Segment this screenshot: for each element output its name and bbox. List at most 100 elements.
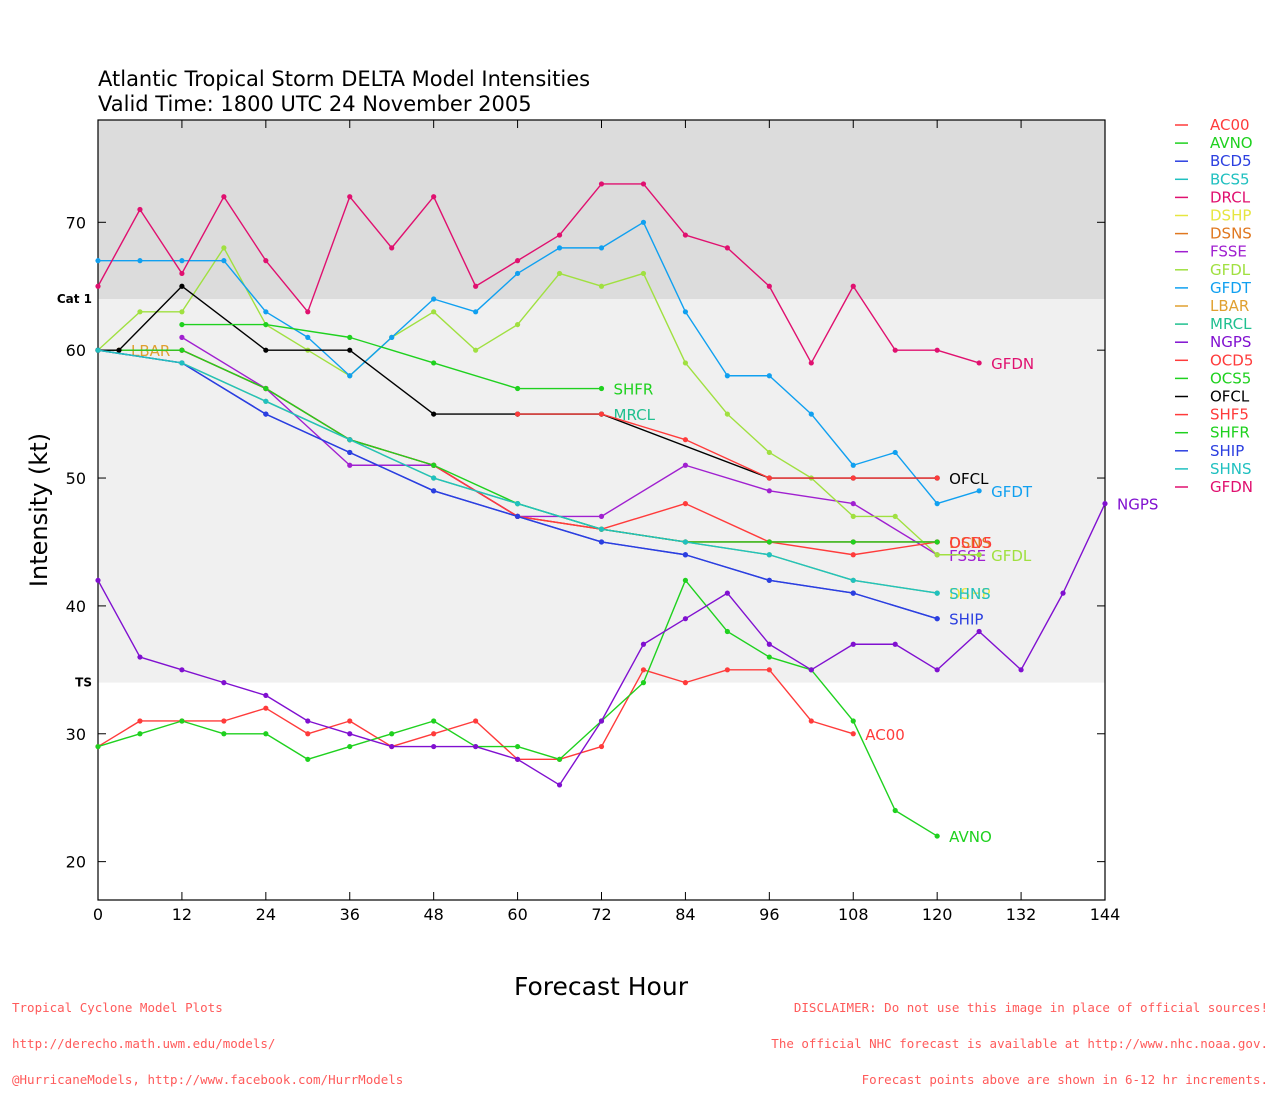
data-point-avno	[305, 756, 311, 762]
data-point-gfdn	[640, 181, 647, 187]
data-point-shfr	[514, 385, 521, 392]
legend-entry-lbar: LBAR	[1210, 297, 1249, 315]
data-point-fsse	[682, 462, 689, 468]
data-point-gfdn	[347, 194, 353, 200]
data-point-ship	[514, 513, 521, 519]
data-point-gfdt	[221, 258, 227, 264]
data-point-gfdt	[892, 449, 898, 456]
data-point-gfdl	[221, 245, 227, 251]
data-point-gfdn	[556, 232, 563, 238]
data-point-gfdt	[389, 334, 395, 340]
chart-title: Atlantic Tropical Storm DELTA Model Inte…	[98, 67, 590, 91]
data-point-shns	[347, 437, 353, 443]
x-tick-label: 120	[922, 905, 953, 924]
data-point-fsse	[850, 501, 856, 507]
data-point-gfdt	[263, 309, 269, 315]
data-point-shfr	[598, 385, 605, 392]
data-point-ngps	[556, 782, 563, 788]
data-point-ocd5	[850, 552, 856, 558]
data-point-gfdn	[766, 283, 772, 289]
legend-entry-shfr: SHFR	[1210, 424, 1250, 442]
chart-subtitle: Valid Time: 1800 UTC 24 November 2005	[98, 92, 532, 116]
data-point-gfdt	[347, 373, 353, 379]
data-point-avno	[892, 807, 898, 814]
data-point-gfdt	[766, 373, 772, 379]
data-point-ngps	[305, 718, 311, 724]
data-point-ngps	[682, 616, 689, 622]
end-label-dshp: DSHP	[949, 585, 990, 603]
data-point-gfdt	[808, 411, 814, 417]
data-point-shns	[431, 475, 437, 481]
data-point-shns	[179, 360, 185, 366]
legend-entry-ship: SHIP	[1210, 442, 1244, 460]
data-point-fsse	[179, 334, 185, 340]
legend-entry-drcl: DRCL	[1210, 188, 1251, 206]
y-tick-label: 30	[66, 725, 86, 744]
end-label-shfr: SHFR	[614, 381, 654, 399]
legend-entry-ofcl: OFCL	[1210, 388, 1250, 406]
data-point-gfdn	[892, 347, 898, 353]
data-point-shns	[263, 398, 269, 404]
data-point-gfdt	[724, 373, 730, 379]
legend-entry-dsns: DSNS	[1210, 225, 1252, 243]
data-point-gfdn	[305, 309, 311, 315]
data-point-ocs5	[263, 385, 269, 392]
data-point-gfdn	[137, 206, 143, 213]
data-point-avno	[640, 680, 647, 686]
footer-credit-line: http://derecho.math.uwm.edu/models/	[12, 1036, 276, 1051]
data-point-ac00	[347, 718, 353, 724]
data-point-gfdt	[305, 334, 311, 340]
end-label-ofcl: OFCL	[949, 470, 989, 488]
data-point-gfdl	[766, 449, 772, 456]
x-tick-label: 132	[1006, 905, 1037, 924]
chart-axes: 0 12 24 36 48 60 72 84 96 108 120 132 144 20 30 40 50 60 7…	[66, 119, 1120, 924]
x-tick-label: 72	[591, 905, 611, 924]
data-point-ship	[850, 590, 856, 596]
data-point-ship	[766, 577, 772, 583]
data-point-ac00	[682, 680, 689, 686]
data-point-ac00	[137, 718, 143, 724]
data-point-shns	[598, 526, 605, 532]
data-point-ngps	[1018, 667, 1024, 673]
data-point-gfdl	[682, 360, 689, 366]
y-tick-label: 60	[66, 341, 86, 360]
footer-disclaimer-line: Forecast points above are shown in 6-12 …	[861, 1072, 1268, 1087]
data-point-gfdl	[724, 411, 730, 417]
end-label-gfdt: GFDT	[991, 483, 1033, 501]
data-point-avno	[221, 731, 227, 737]
end-label-gfdn: GFDN	[991, 355, 1034, 373]
end-label-ngps: NGPS	[1117, 496, 1158, 514]
data-point-avno	[389, 731, 395, 737]
data-point-gfdn	[598, 181, 605, 187]
data-point-ngps	[934, 667, 940, 673]
legend-entry-ac00: AC00	[1210, 116, 1250, 134]
band-cat-1	[98, 120, 1105, 300]
x-tick-label: 96	[759, 905, 779, 924]
x-tick-label: 60	[507, 905, 527, 924]
data-point-avno	[179, 718, 185, 724]
x-tick-label: 108	[838, 905, 869, 924]
data-point-gfdt	[934, 501, 940, 507]
data-point-gfdl	[892, 513, 898, 519]
legend-entry-mrcl: MRCL	[1210, 315, 1252, 333]
data-point-avno	[682, 577, 689, 583]
data-point-shfr	[431, 360, 437, 366]
band-label: TS	[75, 676, 92, 690]
footer-disclaimer-line: DISCLAIMER: Do not use this image in pla…	[793, 1000, 1268, 1015]
data-point-shfr	[347, 334, 353, 340]
data-point-ac00	[305, 731, 311, 737]
end-label-avno: AVNO	[949, 828, 992, 846]
y-tick-label: 40	[66, 597, 86, 616]
footer-credit-line: Tropical Cyclone Model Plots	[12, 1000, 223, 1015]
end-label-dsns: DSNS	[949, 534, 991, 552]
data-point-ocs5	[766, 539, 772, 545]
data-point-ac00	[724, 667, 730, 673]
series-line-shf5	[517, 413, 938, 479]
legend-entry-gfdn: GFDN	[1210, 478, 1253, 496]
data-point-ngps	[95, 577, 101, 583]
data-point-gfdn	[850, 283, 856, 289]
legend-entry-bcd5: BCD5	[1210, 152, 1252, 170]
data-point-ac00	[598, 743, 605, 750]
band-label: Cat 1	[57, 292, 92, 306]
